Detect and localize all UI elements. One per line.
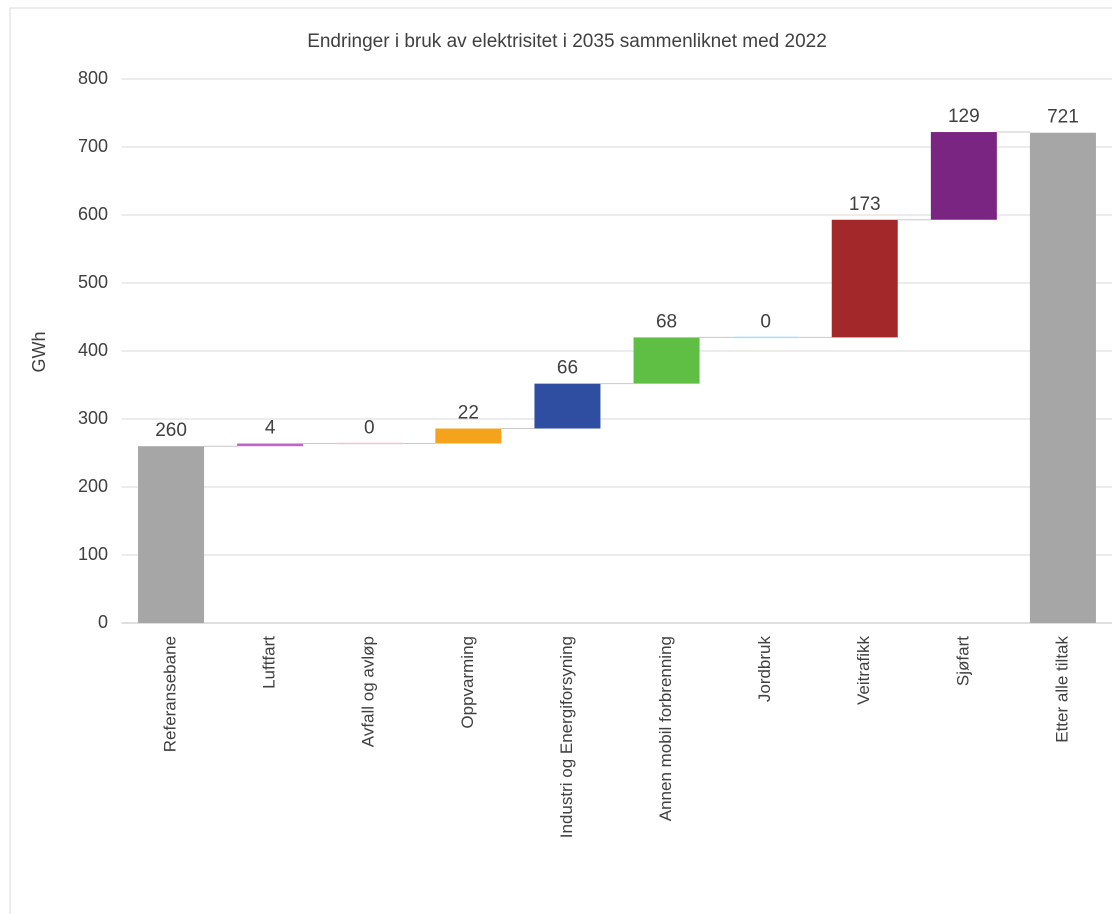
value-label: 4 <box>265 417 276 438</box>
x-tick-label: Veitrafikk <box>854 636 873 705</box>
x-tick-label: Referansebane <box>161 636 180 752</box>
value-label: 173 <box>849 194 881 215</box>
value-label: 22 <box>458 403 479 424</box>
chart-title: Endringer i bruk av elektrisitet i 2035 … <box>307 31 827 52</box>
x-tick-label: Luftfart <box>260 636 279 689</box>
bar <box>435 428 502 444</box>
bar <box>831 219 898 338</box>
bar <box>534 383 601 429</box>
x-tick-label: Jordbruk <box>755 636 774 703</box>
y-tick-label: 0 <box>98 612 108 632</box>
bar <box>336 442 403 445</box>
y-tick-label: 500 <box>78 272 108 292</box>
value-label: 68 <box>656 311 677 332</box>
value-label: 66 <box>557 358 578 379</box>
x-tick-label: Avfall og avløp <box>359 636 378 747</box>
x-tick-label: Annen mobil forbrenning <box>656 636 675 821</box>
bar <box>237 443 304 447</box>
y-tick-label: 200 <box>78 476 108 496</box>
value-label: 260 <box>155 420 187 441</box>
value-label: 0 <box>760 311 771 332</box>
bar <box>1029 132 1096 623</box>
bar <box>633 337 700 384</box>
bar <box>732 336 799 339</box>
chart-frame <box>9 7 1112 914</box>
y-tick-label: 400 <box>78 340 108 360</box>
value-label: 129 <box>948 106 980 127</box>
y-tick-label: 600 <box>78 204 108 224</box>
value-label: 721 <box>1047 107 1079 128</box>
bar <box>138 446 205 623</box>
bar <box>930 132 997 220</box>
x-tick-label: Industri og Energiforsyning <box>557 636 576 838</box>
x-tick-label: Oppvarming <box>458 636 477 729</box>
x-tick-label: Sjøfart <box>953 636 972 686</box>
y-tick-label: 100 <box>78 544 108 564</box>
y-axis-label: GWh <box>29 331 49 372</box>
y-tick-label: 700 <box>78 136 108 156</box>
value-label: 0 <box>364 417 375 438</box>
y-tick-label: 800 <box>78 68 108 88</box>
y-tick-label: 300 <box>78 408 108 428</box>
x-tick-label: Etter alle tiltak <box>1052 636 1071 743</box>
